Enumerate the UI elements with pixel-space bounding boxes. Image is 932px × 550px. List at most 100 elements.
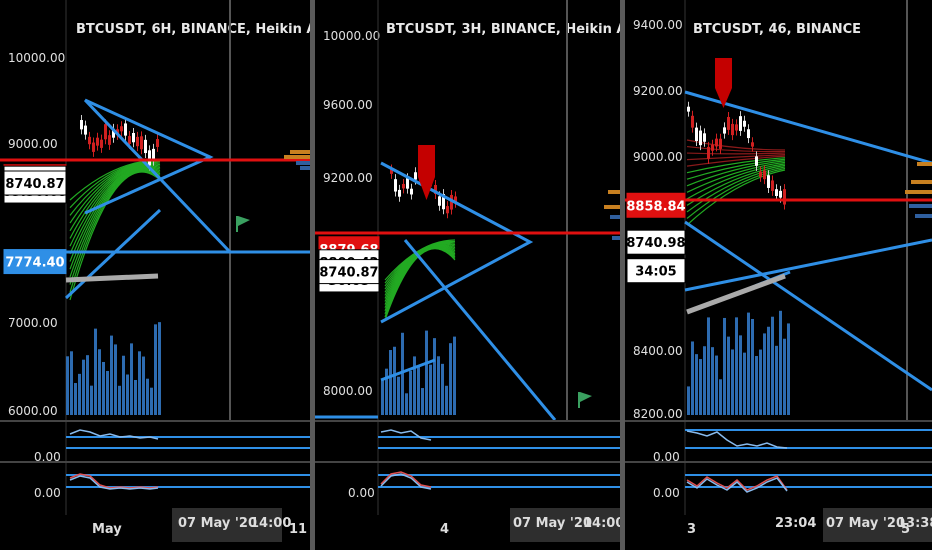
chart-title: BTCUSDT, 6H, BINANCE, Heikin Ashi xyxy=(76,22,310,37)
y-axis-ticks: 9400.00 9200.00 9000.00 8400.00 8200.00 xyxy=(633,18,683,421)
volume-bar xyxy=(118,385,121,415)
candle xyxy=(771,180,774,191)
volume-bar xyxy=(413,356,416,415)
candle xyxy=(711,144,714,151)
ma-line xyxy=(686,166,786,213)
candle xyxy=(779,190,782,198)
candles xyxy=(390,161,457,219)
volume-bar xyxy=(82,359,85,415)
volume-bar xyxy=(385,368,388,415)
chart-panel-46m[interactable]: BTCUSDT, 46, BINANCE 9400.00 9200.00 900… xyxy=(625,0,932,550)
volume-bar xyxy=(74,383,77,415)
volume-bar xyxy=(78,373,81,415)
candle xyxy=(80,120,83,130)
candle xyxy=(731,123,734,136)
candle xyxy=(402,183,405,189)
ma-line xyxy=(686,169,786,226)
volume-bar xyxy=(130,343,133,415)
candle xyxy=(136,136,139,147)
trendline xyxy=(403,239,557,421)
oscillator-panes: 0.00 0.00 xyxy=(625,420,932,500)
candle xyxy=(775,189,778,196)
x-tick-label: 23:04 xyxy=(775,516,816,531)
oscillator-panes: 0.00 xyxy=(315,420,620,500)
volume-bar xyxy=(727,336,730,415)
candle xyxy=(707,146,710,159)
candle xyxy=(92,142,95,152)
chart-panel-6h[interactable]: BTCUSDT, 6H, BINANCE, Heikin Ashi 10000.… xyxy=(0,0,310,550)
y-tick-label: 9200.00 xyxy=(633,84,683,98)
volume-bar xyxy=(401,332,404,415)
ma-line xyxy=(69,170,161,293)
chart-svg-3h: BTCUSDT, 3H, BINANCE, Heikin Ashi 10000.… xyxy=(315,0,620,550)
candle xyxy=(96,137,99,146)
candle xyxy=(727,116,730,130)
y-tick-label: 10000.00 xyxy=(8,51,65,65)
volume-bar xyxy=(779,310,782,415)
volume-bar xyxy=(150,387,153,415)
candles xyxy=(687,101,786,210)
oscillator-panes: 0.00 0.00 xyxy=(0,420,310,500)
candles xyxy=(80,115,159,171)
volume-bar xyxy=(707,317,710,415)
volume-bar xyxy=(106,370,109,415)
candle xyxy=(450,194,453,210)
ma-line xyxy=(686,157,786,174)
x-tick-label: 07 May '20 xyxy=(826,516,905,531)
volume-bar xyxy=(70,351,73,415)
signal-arrow xyxy=(715,58,732,108)
x-tick-label: 4 xyxy=(440,522,449,537)
price-label-box xyxy=(626,192,686,218)
volume-bar xyxy=(134,379,137,415)
volume-bars xyxy=(381,330,456,415)
volume-bar xyxy=(699,359,702,415)
volume-bar xyxy=(158,322,161,415)
crosshair-time-box xyxy=(510,508,620,542)
ma-ribbon xyxy=(384,239,456,321)
candle xyxy=(783,189,786,205)
candle xyxy=(112,128,115,138)
volume-bar xyxy=(723,317,726,415)
x-tick-label: 11 xyxy=(289,522,307,537)
candle xyxy=(120,126,123,132)
y-tick-label: 10000.00 xyxy=(323,29,380,43)
chart-panel-3h[interactable]: BTCUSDT, 3H, BINANCE, Heikin Ashi 10000.… xyxy=(315,0,620,550)
volume-bar xyxy=(703,346,706,415)
candle xyxy=(100,139,103,148)
volume-bar xyxy=(86,355,89,415)
x-tick-label: 14:00 xyxy=(250,516,291,531)
trendlines xyxy=(684,90,932,392)
volume-bar xyxy=(763,333,766,415)
y-tick-label: 8000.00 xyxy=(323,384,373,398)
candle xyxy=(442,194,445,210)
volume-bar xyxy=(715,355,718,415)
y-tick-label: 8200.00 xyxy=(633,407,683,421)
x-tick-label: May xyxy=(92,522,122,537)
candle xyxy=(703,133,706,142)
volume-bar xyxy=(66,356,69,415)
trendlines xyxy=(64,98,310,300)
trendline xyxy=(83,98,232,254)
x-tick-label: 07 May '20 xyxy=(513,516,592,531)
candle xyxy=(687,106,690,112)
candle xyxy=(144,139,147,154)
y-tick-label: 8400.00 xyxy=(633,344,683,358)
volume-bar xyxy=(122,355,125,415)
volume-bar xyxy=(389,350,392,415)
oscillator-tick: 0.00 xyxy=(34,486,61,500)
volume-bar xyxy=(695,354,698,415)
panel-divider[interactable] xyxy=(310,0,315,550)
price-label-box xyxy=(318,259,380,285)
chart-title: BTCUSDT, 3H, BINANCE, Heikin Ashi xyxy=(386,22,620,37)
candle xyxy=(414,172,417,180)
volume-bar xyxy=(739,335,742,415)
panel-divider[interactable] xyxy=(620,0,625,550)
volume-bar xyxy=(453,336,456,415)
trendline xyxy=(380,358,436,382)
volume-bar xyxy=(735,317,738,415)
volume-bar xyxy=(787,323,790,415)
y-tick-label: 9200.00 xyxy=(323,171,373,185)
candle xyxy=(410,188,413,195)
candle xyxy=(390,169,393,174)
